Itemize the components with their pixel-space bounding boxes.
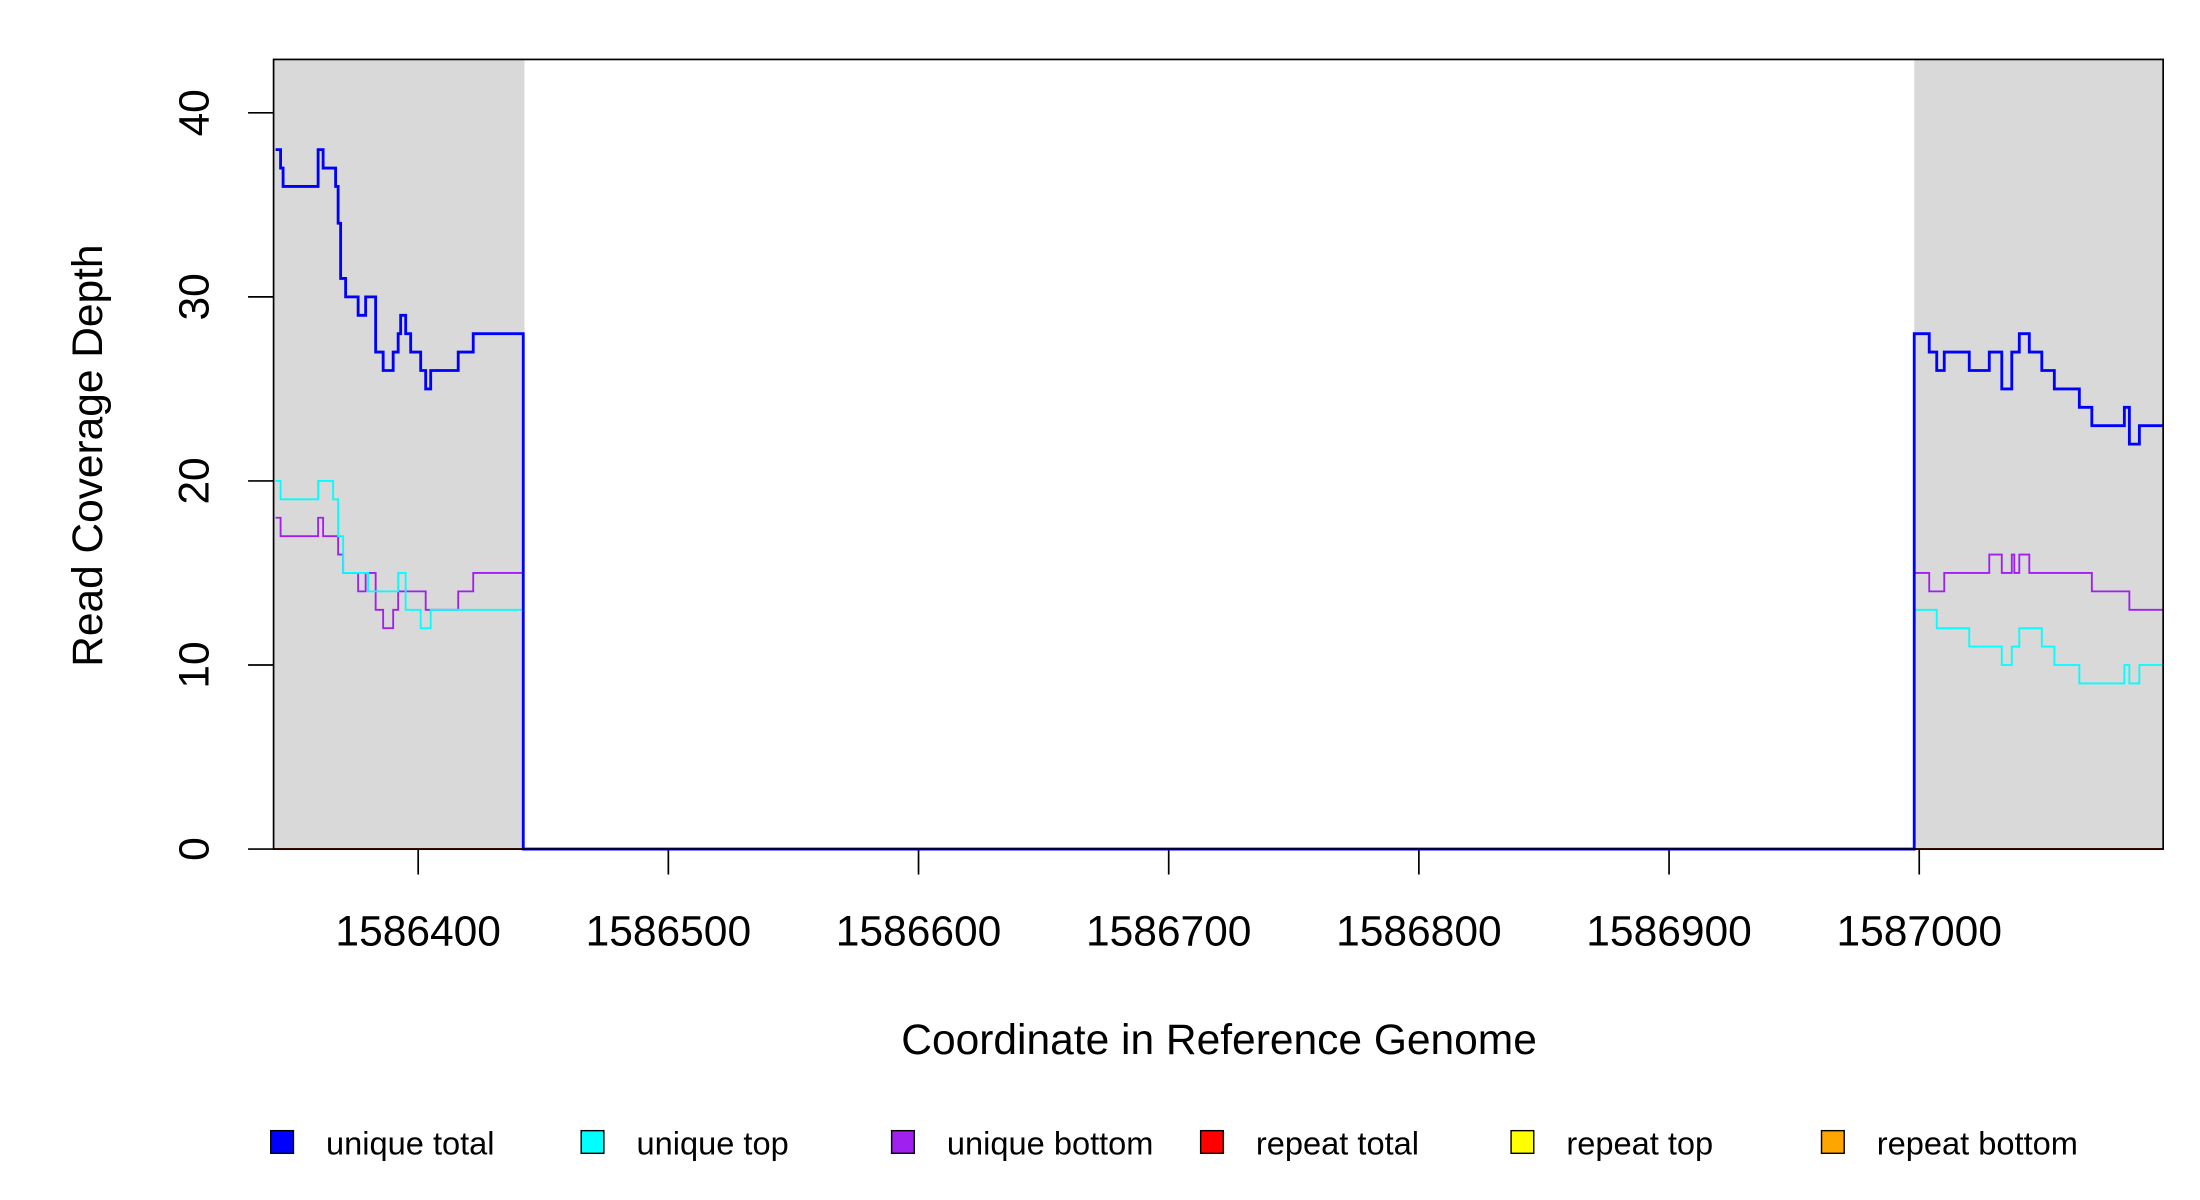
- series-line: [275, 480, 2164, 850]
- y-tick-label: 10: [171, 641, 218, 688]
- shaded-region: [1914, 59, 2164, 850]
- x-tick-label: 1586400: [335, 908, 500, 955]
- legend-label: unique bottom: [947, 1126, 1154, 1162]
- legend-label: repeat top: [1566, 1126, 1713, 1162]
- legend-label: repeat bottom: [1877, 1126, 2078, 1162]
- x-axis-label: Coordinate in Reference Genome: [901, 1017, 1537, 1064]
- x-tick-label: 1586600: [836, 908, 1001, 955]
- y-tick-label: 20: [171, 457, 218, 504]
- y-tick-label: 30: [171, 273, 218, 320]
- x-tick-label: 1586900: [1586, 908, 1751, 955]
- y-axis-label: Read Coverage Depth: [65, 245, 112, 667]
- legend-swatch: [1510, 1129, 1535, 1155]
- legend-label: unique top: [636, 1126, 788, 1162]
- x-tick-label: 1586800: [1336, 908, 1501, 955]
- plot-frame: [272, 58, 2164, 850]
- legend-swatch: [1199, 1129, 1225, 1155]
- legend-swatch: [890, 1129, 916, 1155]
- x-tick-label: 1586700: [1086, 908, 1251, 955]
- y-tick-label: 40: [171, 89, 218, 136]
- x-tick-label: 1587000: [1836, 908, 2001, 955]
- series-line: [275, 148, 2164, 851]
- series-line: [275, 516, 2164, 850]
- legend-label: repeat total: [1256, 1126, 1419, 1162]
- legend-swatch: [580, 1129, 605, 1155]
- legend-label: unique total: [326, 1126, 495, 1162]
- legend-swatch: [1820, 1129, 1845, 1155]
- x-tick-label: 1586500: [586, 908, 751, 955]
- legend-swatch: [270, 1129, 295, 1155]
- y-tick-label: 0: [171, 837, 218, 861]
- shaded-region: [273, 59, 525, 850]
